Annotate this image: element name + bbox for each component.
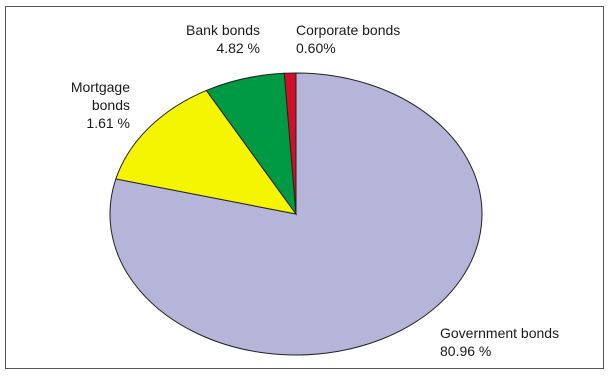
value-mortgage-bonds: 1.61 % bbox=[86, 115, 130, 131]
label-mortgage-bonds-line1: Mortgage bbox=[71, 79, 130, 95]
pie-slice-mortgage-bonds bbox=[115, 89, 298, 215]
pie-slice-government-bonds bbox=[109, 72, 483, 356]
pie-slices bbox=[109, 72, 483, 356]
value-corporate-bonds: 0.60% bbox=[296, 40, 336, 56]
pie-slice-corporate-bonds bbox=[283, 72, 297, 215]
value-bank-bonds: 4.82 % bbox=[216, 40, 260, 56]
label-corporate-bonds: Corporate bonds bbox=[296, 22, 400, 38]
label-government-bonds: Government bonds bbox=[440, 325, 559, 341]
label-bank-bonds: Bank bonds bbox=[186, 22, 260, 38]
value-government-bonds: 80.96 % bbox=[440, 343, 491, 359]
label-mortgage-bonds-line2: bonds bbox=[92, 97, 130, 113]
